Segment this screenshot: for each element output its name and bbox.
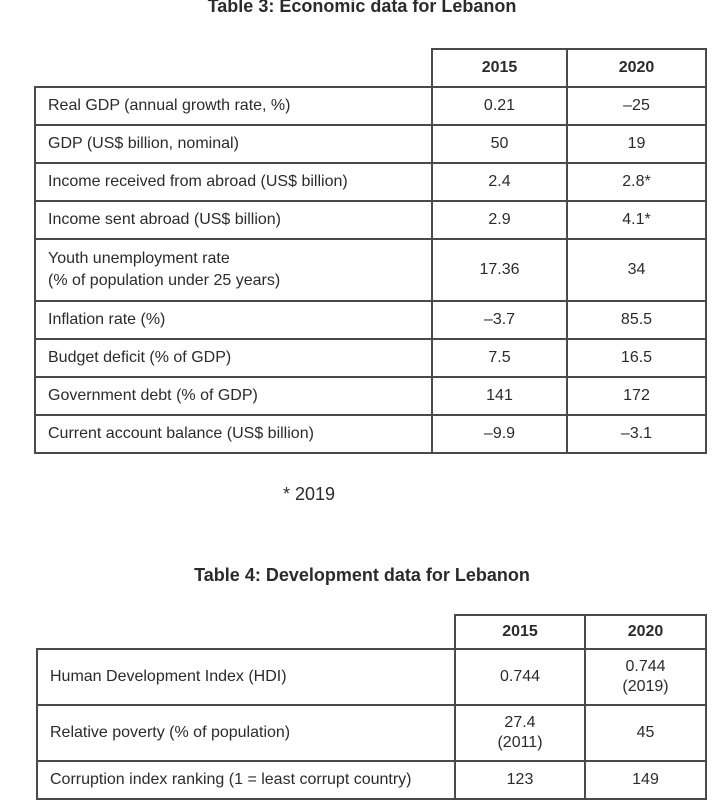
row-label: Relative poverty (% of population) (36, 704, 456, 762)
table-row: Corruption index ranking (1 = least corr… (36, 760, 707, 800)
value-2020: –3.1 (566, 414, 707, 454)
value-2020: –25 (566, 86, 707, 126)
table-header-row: 2015 2020 (37, 614, 707, 650)
economic-data-table: 2015 2020 Real GDP (annual growth rate, … (34, 48, 707, 454)
value-2015: 2.9 (431, 200, 568, 240)
row-label: Human Development Index (HDI) (36, 648, 456, 706)
value-2020: 2.8* (566, 162, 707, 202)
development-data-table: 2015 2020 Human Development Index (HDI) … (36, 614, 707, 800)
value-2015: 2.4 (431, 162, 568, 202)
value-2015: 0.744 (454, 648, 586, 706)
row-label: Budget deficit (% of GDP) (34, 338, 433, 378)
value-2020-line1: 0.744 (625, 658, 666, 675)
row-label: Youth unemployment rate (% of population… (34, 238, 433, 302)
row-label: GDP (US$ billion, nominal) (34, 124, 433, 164)
value-2015: 141 (431, 376, 568, 416)
row-label: Current account balance (US$ billion) (34, 414, 433, 454)
table-row: GDP (US$ billion, nominal) 50 19 (34, 124, 707, 164)
table-row: Relative poverty (% of population) 27.4 … (36, 704, 707, 762)
value-2020: 19 (566, 124, 707, 164)
table-row: Budget deficit (% of GDP) 7.5 16.5 (34, 338, 707, 378)
row-label: Corruption index ranking (1 = least corr… (36, 760, 456, 800)
header-2015: 2015 (454, 614, 586, 650)
value-2020: 34 (566, 238, 707, 302)
table-row: Youth unemployment rate (% of population… (34, 238, 707, 302)
value-2020: 45 (584, 704, 707, 762)
table-row: Human Development Index (HDI) 0.744 0.74… (36, 648, 707, 706)
header-2020: 2020 (566, 48, 707, 88)
value-2015: 17.36 (431, 238, 568, 302)
value-2020: 149 (584, 760, 707, 800)
value-2020: 85.5 (566, 300, 707, 340)
value-2015-line1: 27.4 (504, 714, 536, 731)
header-2020: 2020 (584, 614, 707, 650)
value-2020: 16.5 (566, 338, 707, 378)
value-2015: 123 (454, 760, 586, 800)
table3-title: Table 3: Economic data for Lebanon (207, 0, 517, 16)
table3-footnote: * 2019 (283, 484, 336, 504)
value-2020: 4.1* (566, 200, 707, 240)
row-label-line2: (% of population under 25 years) (48, 272, 281, 289)
row-label: Government debt (% of GDP) (34, 376, 433, 416)
table-row: Government debt (% of GDP) 141 172 (34, 376, 707, 416)
header-2015: 2015 (431, 48, 568, 88)
table-header-row: 2015 2020 (35, 48, 707, 88)
value-2015: 27.4 (2011) (454, 704, 586, 762)
value-2015-line2: (2011) (497, 734, 543, 751)
table4-title: Table 4: Development data for Lebanon (194, 565, 530, 585)
table-row: Inflation rate (%) –3.7 85.5 (34, 300, 707, 340)
value-2020: 172 (566, 376, 707, 416)
row-label: Income received from abroad (US$ billion… (34, 162, 433, 202)
row-label-line1: Youth unemployment rate (48, 250, 230, 267)
header-blank-cell (35, 49, 433, 88)
value-2020: 0.744 (2019) (584, 648, 707, 706)
value-2020-line2: (2019) (622, 678, 669, 695)
value-2015: –9.9 (431, 414, 568, 454)
value-2015: 0.21 (431, 86, 568, 126)
table-row: Real GDP (annual growth rate, %) 0.21 –2… (34, 86, 707, 126)
row-label: Income sent abroad (US$ billion) (34, 200, 433, 240)
value-2015: –3.7 (431, 300, 568, 340)
header-blank-cell (37, 615, 456, 650)
row-label: Real GDP (annual growth rate, %) (34, 86, 433, 126)
value-2015: 50 (431, 124, 568, 164)
row-label: Inflation rate (%) (34, 300, 433, 340)
table-row: Income received from abroad (US$ billion… (34, 162, 707, 202)
table-row: Income sent abroad (US$ billion) 2.9 4.1… (34, 200, 707, 240)
value-2015: 7.5 (431, 338, 568, 378)
table-row: Current account balance (US$ billion) –9… (34, 414, 707, 454)
